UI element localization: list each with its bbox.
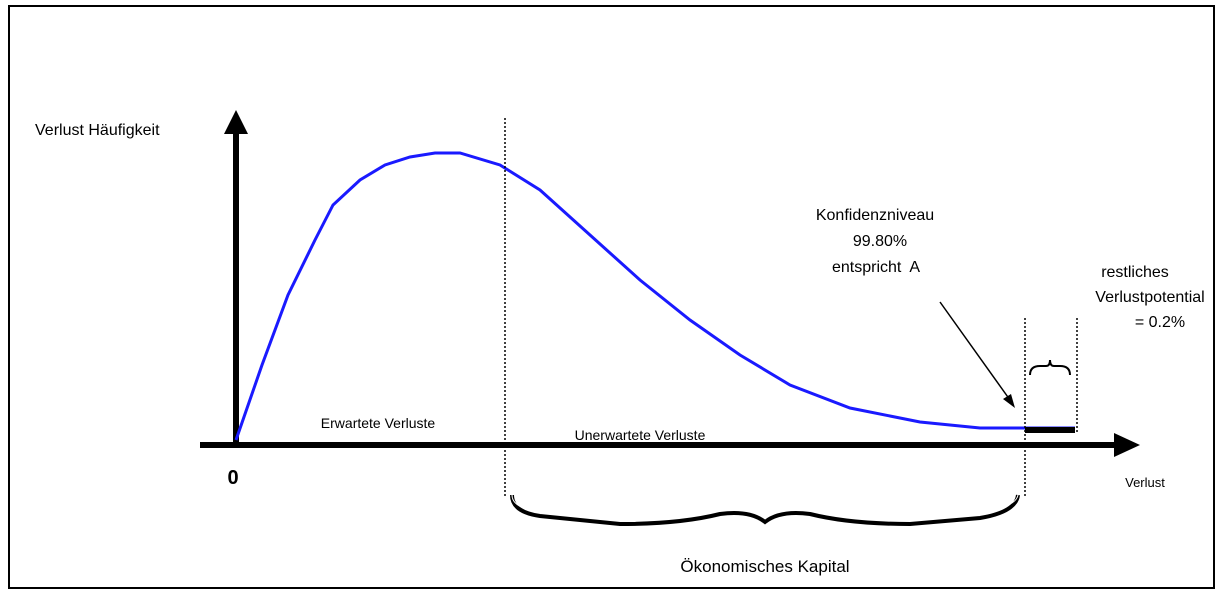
big-brace-highlight <box>511 494 1019 520</box>
expected-label: Erwartete Verluste <box>321 415 436 431</box>
y-arrow <box>224 110 248 134</box>
pointer-head <box>1003 394 1015 408</box>
loss-curve <box>234 151 1075 441</box>
origin-label: 0 <box>227 467 238 489</box>
remaining-line: = 0.2% <box>1135 314 1185 331</box>
x-axis-label: Verlust <box>1125 475 1165 490</box>
small-brace <box>1029 359 1071 376</box>
big-brace <box>510 494 1020 527</box>
unexpected-label: Unerwartete Verluste <box>575 427 706 443</box>
remaining-line: Verlustpotential <box>1095 289 1204 306</box>
remaining-line: restliches <box>1101 264 1169 281</box>
y-axis-label: Verlust Häufigkeit <box>35 122 160 139</box>
x-arrow <box>1114 433 1140 457</box>
confidence-line: 99.80% <box>853 233 907 250</box>
capital-label: Ökonomisches Kapital <box>680 557 849 576</box>
confidence-line: entspricht A <box>832 259 920 276</box>
frame <box>8 5 1215 589</box>
pointer-line <box>939 301 1011 401</box>
confidence-line: Konfidenzniveau <box>816 207 934 224</box>
